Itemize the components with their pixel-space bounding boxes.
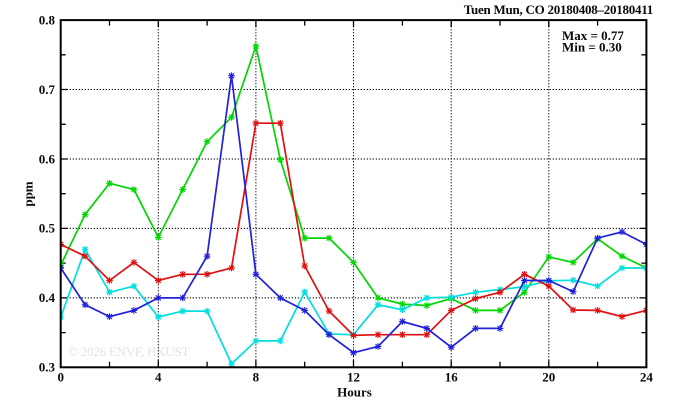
svg-text:0.5: 0.5 — [39, 221, 56, 236]
svg-text:24: 24 — [640, 370, 654, 385]
svg-text:Max = 0.77: Max = 0.77 — [562, 28, 624, 43]
svg-text:0.4: 0.4 — [39, 290, 56, 305]
svg-text:4: 4 — [155, 370, 162, 385]
svg-text:0: 0 — [57, 370, 64, 385]
svg-text:0.6: 0.6 — [39, 151, 56, 166]
svg-text:0.8: 0.8 — [39, 12, 56, 27]
svg-text:0.7: 0.7 — [39, 82, 56, 97]
svg-text:Tuen Mun, CO 20180408–20180411: Tuen Mun, CO 20180408–20180411 — [464, 2, 653, 17]
svg-text:© 2026 ENVF, HKUST: © 2026 ENVF, HKUST — [68, 345, 190, 359]
svg-text:Min = 0.30: Min = 0.30 — [562, 40, 622, 55]
svg-text:16: 16 — [445, 370, 459, 385]
svg-text:12: 12 — [347, 370, 360, 385]
svg-text:Hours: Hours — [337, 385, 372, 400]
svg-text:20: 20 — [542, 370, 555, 385]
svg-text:ppm: ppm — [20, 181, 35, 206]
svg-text:0.3: 0.3 — [39, 360, 56, 375]
svg-text:8: 8 — [253, 370, 260, 385]
